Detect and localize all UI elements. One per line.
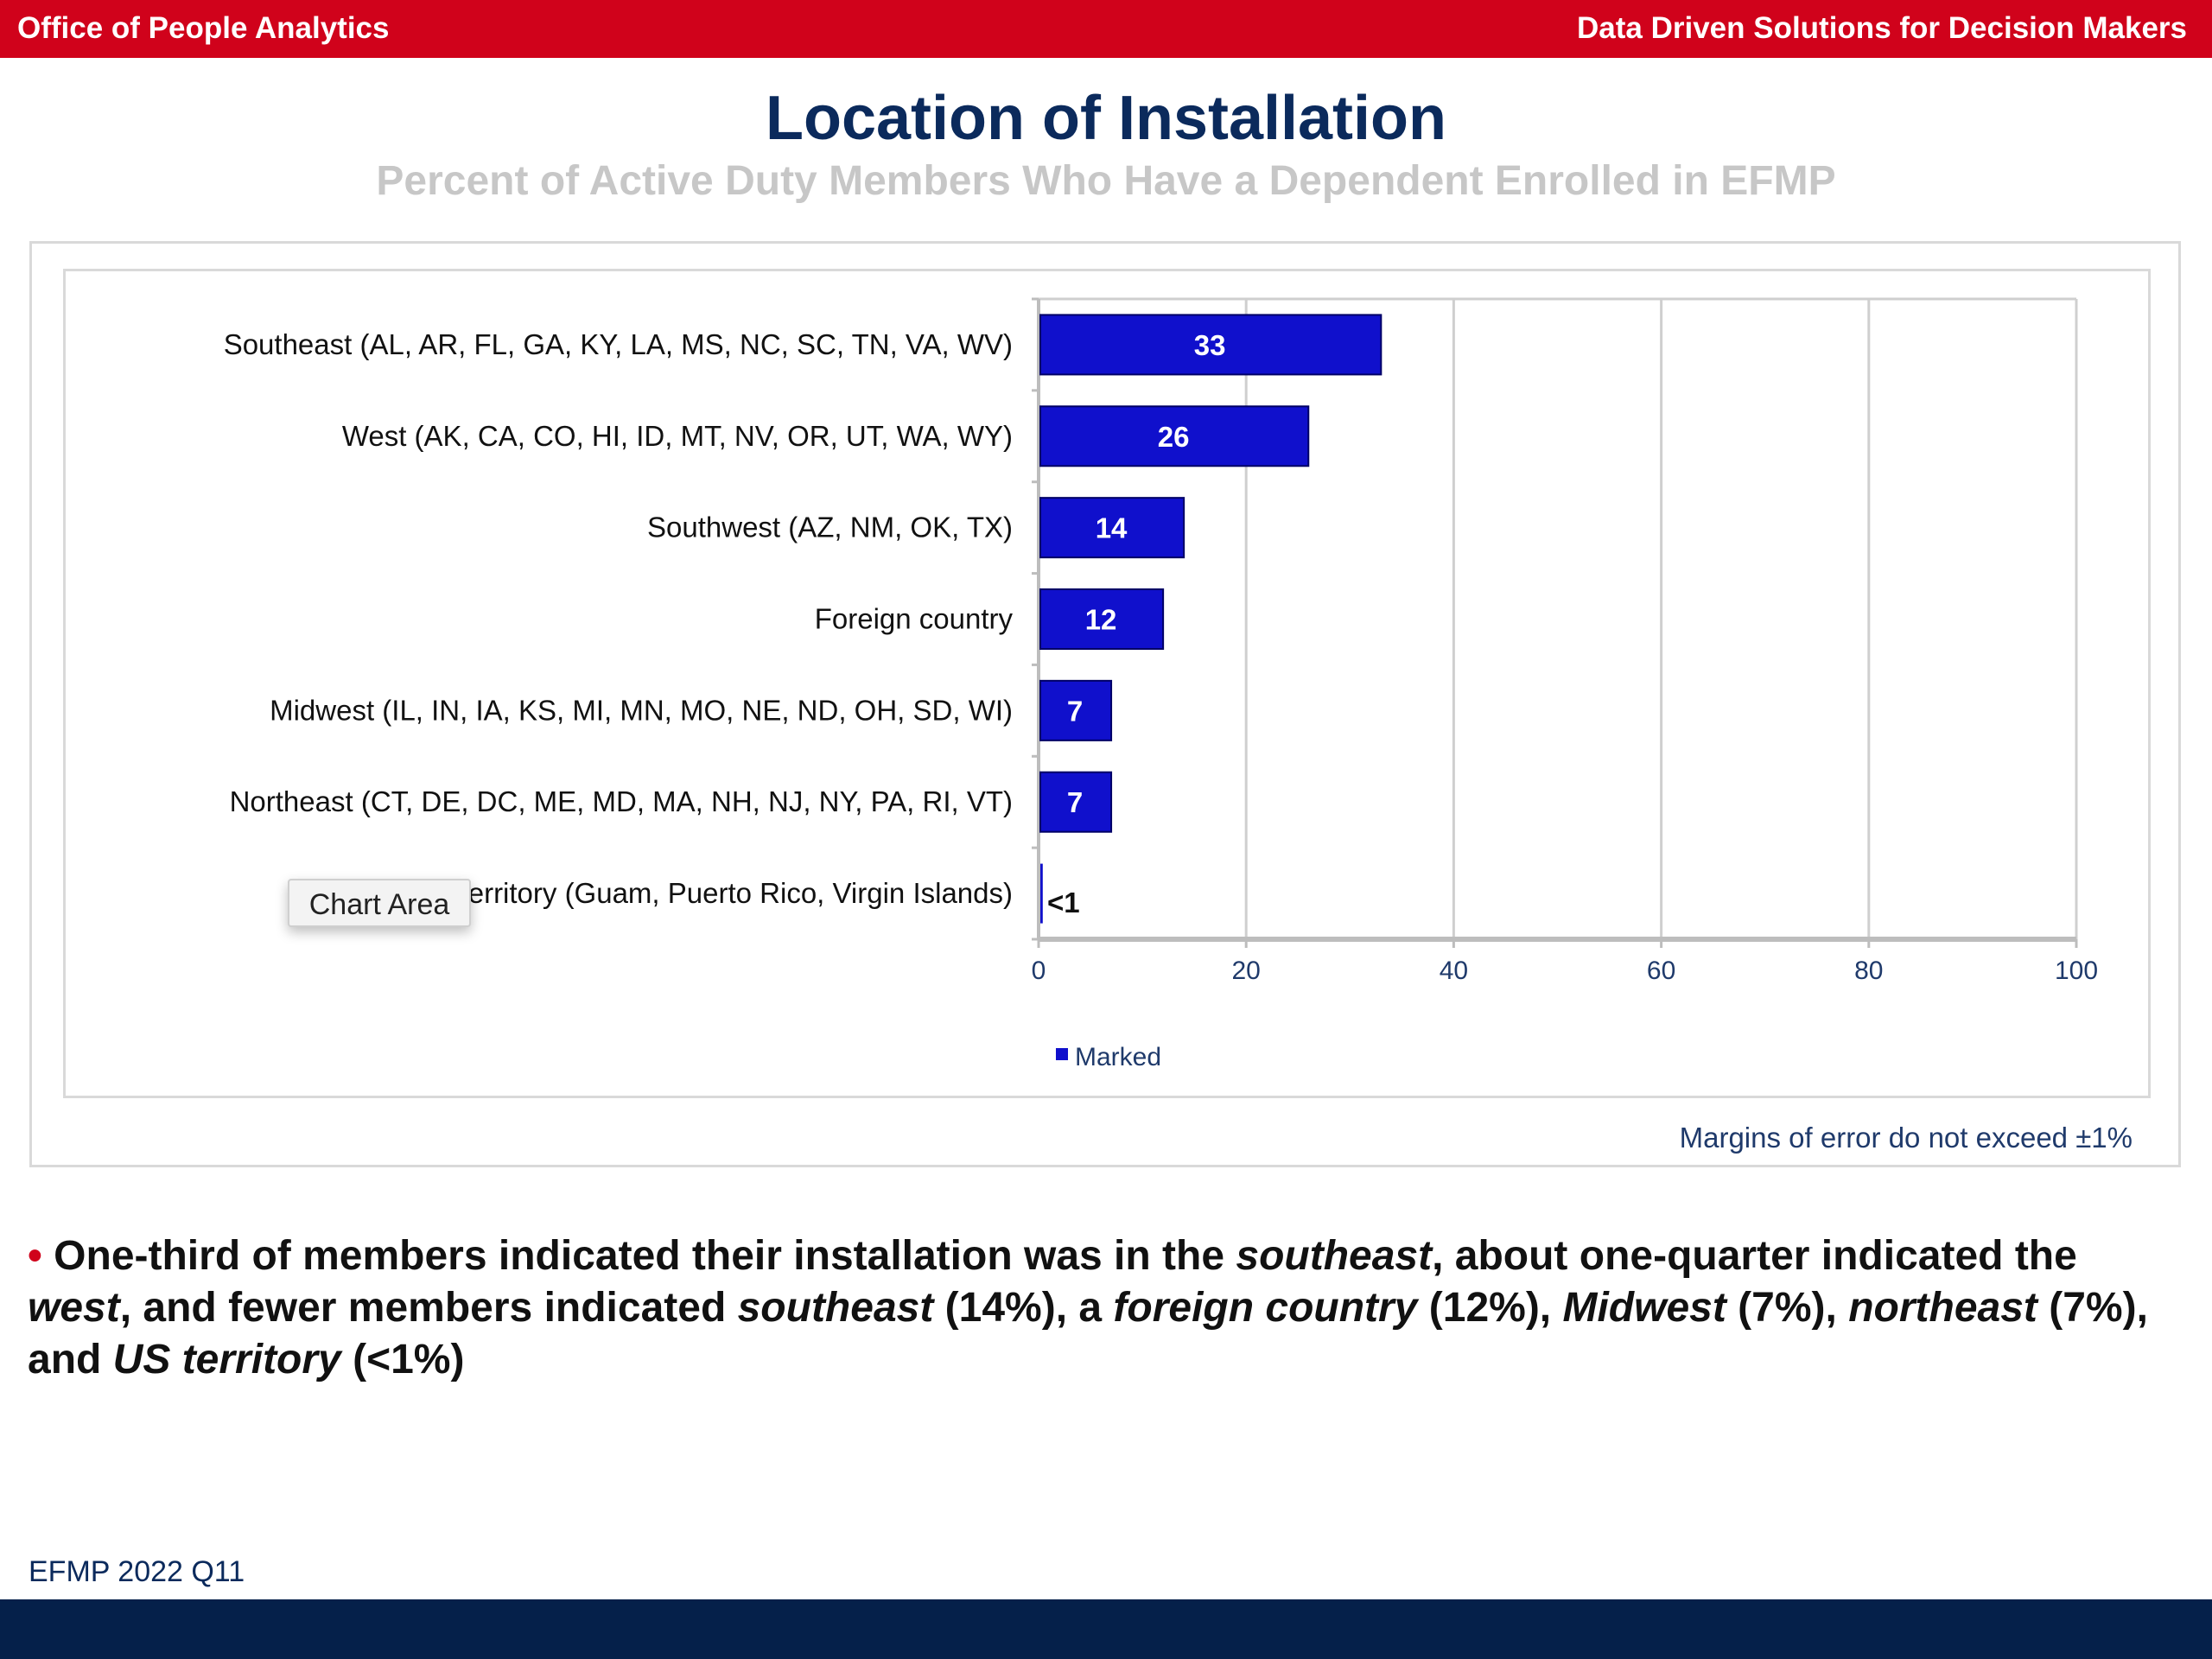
key-finding-part: southeast [1236, 1233, 1433, 1279]
key-finding-part: southeast [737, 1285, 934, 1331]
category-label: Southeast (AL, AR, FL, GA, KY, LA, MS, N… [224, 328, 1013, 360]
x-tick-label: 60 [1647, 957, 1675, 985]
key-finding-part: , about one-quarter indicated the [1432, 1233, 2077, 1279]
category-label: Northeast (CT, DE, DC, ME, MD, MA, NH, N… [230, 785, 1013, 817]
bullet-icon: • [28, 1233, 42, 1279]
category-label: Midwest (IL, IN, IA, KS, MI, MN, MO, NE,… [270, 694, 1013, 726]
bar[interactable] [1039, 405, 1310, 467]
chart-frame [29, 241, 2181, 1167]
bar[interactable] [1039, 588, 1165, 650]
key-finding-part: (<1%) [340, 1337, 465, 1382]
x-tick-label: 100 [2055, 957, 2098, 985]
data-label: 26 [1158, 421, 1190, 453]
key-finding-part: , and fewer members indicated [119, 1285, 738, 1331]
legend-label: Marked [1075, 1043, 1161, 1071]
x-tick-label: 20 [1232, 957, 1261, 985]
key-finding-part: foreign country [1113, 1285, 1418, 1331]
key-finding: • One-third of members indicated their i… [28, 1230, 2188, 1386]
x-tick-label: 0 [1032, 957, 1046, 985]
data-label: 7 [1067, 786, 1083, 818]
data-label: 33 [1194, 329, 1226, 361]
header-bar: Office of People Analytics Data Driven S… [0, 0, 2212, 58]
key-finding-text: One-third of members indicated their ins… [28, 1233, 2148, 1382]
chart-area-tooltip: Chart Area [288, 879, 471, 927]
margin-of-error-note: Margins of error do not exceed ±1% [1679, 1122, 2133, 1154]
key-finding-part: Midwest [1562, 1285, 1726, 1331]
key-finding-part: (7%), [1726, 1285, 1849, 1331]
bar[interactable] [1039, 314, 1382, 376]
x-tick-label: 80 [1854, 957, 1883, 985]
data-label: <1 [1047, 887, 1080, 918]
data-label: 12 [1085, 604, 1117, 636]
page-subtitle: Percent of Active Duty Members Who Have … [376, 158, 1836, 204]
legend-swatch [1056, 1048, 1068, 1060]
data-label: 14 [1096, 512, 1128, 544]
key-finding-part: One-third of members indicated their ins… [54, 1233, 1236, 1279]
category-label: West (AK, CA, CO, HI, ID, MT, NV, OR, UT… [342, 420, 1013, 452]
x-tick-label: 40 [1440, 957, 1468, 985]
chart-area[interactable] [63, 269, 2151, 1098]
page-title: Location of Installation [766, 84, 1446, 153]
survey-code: EFMP 2022 Q11 [29, 1555, 245, 1588]
data-label: 7 [1067, 695, 1083, 727]
key-finding-part: northeast [1848, 1285, 2037, 1331]
footer-bar [0, 1599, 2212, 1659]
org-name: Office of People Analytics [17, 11, 390, 45]
bar[interactable] [1039, 679, 1113, 741]
key-finding-part: (14%), a [933, 1285, 1114, 1331]
bar[interactable] [1039, 771, 1113, 833]
key-finding-part: US territory [112, 1337, 341, 1382]
key-finding-part: west [28, 1285, 120, 1331]
category-label: US Territory (Guam, Puerto Rico, Virgin … [407, 877, 1013, 909]
key-finding-part: (12%), [1417, 1285, 1563, 1331]
category-label: Foreign country [815, 603, 1014, 635]
bar[interactable] [1039, 497, 1185, 559]
tagline: Data Driven Solutions for Decision Maker… [1576, 11, 2187, 45]
bar[interactable] [1040, 863, 1043, 924]
category-label: Southwest (AZ, NM, OK, TX) [647, 512, 1013, 543]
key-finding-part: (7%), and [28, 1285, 2148, 1382]
